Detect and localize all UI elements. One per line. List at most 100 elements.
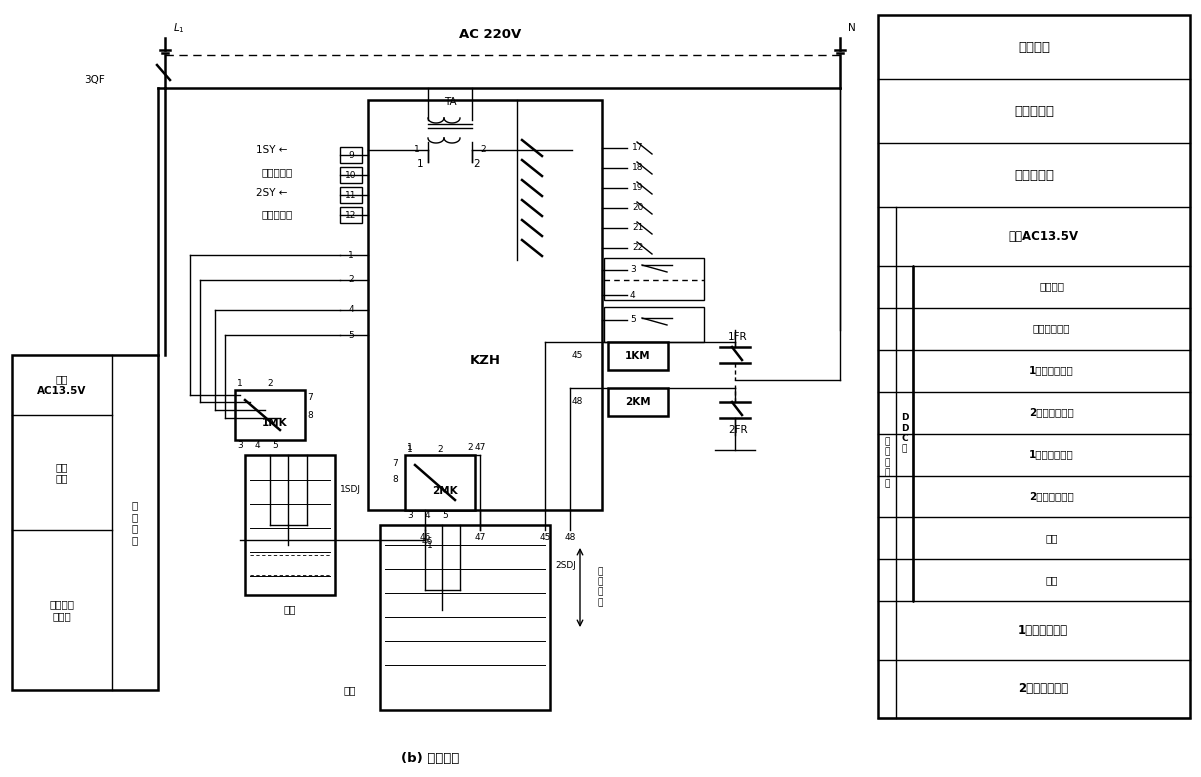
Text: D
D
C
控: D D C 控 <box>901 413 908 454</box>
Text: 2号泵运行反馈: 2号泵运行反馈 <box>1029 408 1074 417</box>
Text: 5: 5 <box>273 441 277 450</box>
Text: 5: 5 <box>442 510 448 520</box>
Bar <box>604 307 704 342</box>
Text: TA: TA <box>443 97 456 107</box>
Text: 22: 22 <box>632 243 644 253</box>
Text: 9: 9 <box>348 151 354 159</box>
Text: 3: 3 <box>237 441 243 450</box>
Text: 2: 2 <box>473 159 480 169</box>
Bar <box>245 455 335 595</box>
Text: 1: 1 <box>237 379 243 388</box>
Text: 48: 48 <box>564 534 575 542</box>
Text: 45: 45 <box>572 351 582 361</box>
Text: 46: 46 <box>422 538 432 546</box>
Text: 1SDJ: 1SDJ <box>340 486 362 494</box>
Bar <box>340 207 362 223</box>
Text: 20: 20 <box>632 204 644 212</box>
Text: 水
泵
控
制
盒: 水 泵 控 制 盒 <box>884 437 890 488</box>
Text: 2号泵运行回路: 2号泵运行回路 <box>1018 682 1068 695</box>
Text: 运行传感器: 运行传感器 <box>262 209 293 219</box>
Text: 8: 8 <box>307 410 313 420</box>
Text: 消
防
水
位: 消 防 水 位 <box>598 567 603 607</box>
Bar <box>368 100 602 510</box>
Text: 17: 17 <box>632 144 644 152</box>
Text: 2SDJ: 2SDJ <box>555 560 575 570</box>
Text: 2: 2 <box>467 442 473 451</box>
Text: 公共端子: 公共端子 <box>1039 281 1064 291</box>
Text: 水池: 水池 <box>343 685 357 695</box>
Text: 1: 1 <box>417 159 423 169</box>
Text: 控制断路器: 控制断路器 <box>1014 105 1054 117</box>
Text: AC 220V: AC 220V <box>459 29 521 41</box>
Text: 2: 2 <box>480 145 485 155</box>
Text: 11: 11 <box>345 190 357 200</box>
Bar <box>235 390 305 440</box>
Text: 1SY ←: 1SY ← <box>257 145 288 155</box>
Text: 2MK: 2MK <box>432 486 458 496</box>
Text: 46: 46 <box>419 534 431 542</box>
Text: 1: 1 <box>407 442 413 451</box>
Text: 10: 10 <box>345 170 357 179</box>
Bar <box>878 15 1190 718</box>
Text: 8: 8 <box>392 476 398 485</box>
Text: 4: 4 <box>348 305 354 315</box>
Text: 2: 2 <box>437 444 443 454</box>
Text: 水箱: 水箱 <box>283 604 297 614</box>
Bar <box>12 355 159 690</box>
Text: 18: 18 <box>632 163 644 172</box>
Text: 19: 19 <box>632 183 644 193</box>
Text: 1KM: 1KM <box>626 351 651 361</box>
Text: 启动: 启动 <box>1045 576 1058 585</box>
Text: 45: 45 <box>539 534 551 542</box>
Text: 21: 21 <box>632 224 644 232</box>
Text: 1: 1 <box>407 444 413 454</box>
Text: 控制电源: 控制电源 <box>1018 40 1050 54</box>
Text: 3QF: 3QF <box>84 75 104 85</box>
Text: 控制变压器: 控制变压器 <box>1014 169 1054 182</box>
Text: 2: 2 <box>348 276 354 284</box>
Text: 47: 47 <box>474 534 485 542</box>
Bar <box>380 525 550 710</box>
Text: 3: 3 <box>407 510 413 520</box>
Bar <box>340 147 362 163</box>
Text: 3: 3 <box>631 266 635 274</box>
Text: 1: 1 <box>414 145 420 155</box>
Text: KZH: KZH <box>470 354 501 367</box>
Text: 12: 12 <box>346 211 357 219</box>
Text: 4: 4 <box>631 291 635 299</box>
Text: 1号泵运行反馈: 1号泵运行反馈 <box>1029 366 1074 375</box>
Text: 电源
AC13.5V: 电源 AC13.5V <box>37 375 86 395</box>
Text: 停止: 停止 <box>1045 534 1058 543</box>
Text: 液
位
模
块: 液 位 模 块 <box>132 500 138 545</box>
Text: 电池AC13.5V: 电池AC13.5V <box>1008 230 1078 243</box>
Bar <box>405 455 476 510</box>
Text: 5: 5 <box>631 315 635 325</box>
Text: 1号泵故障反馈: 1号泵故障反馈 <box>1029 450 1074 459</box>
Text: 4: 4 <box>424 510 430 520</box>
Bar <box>340 187 362 203</box>
Text: 1: 1 <box>428 541 432 549</box>
Bar <box>340 167 362 183</box>
Text: 2号泵故障反馈: 2号泵故障反馈 <box>1029 492 1074 501</box>
Text: 5: 5 <box>348 330 354 340</box>
Text: 7: 7 <box>392 458 398 468</box>
Text: N: N <box>848 23 856 33</box>
Text: $L_1$: $L_1$ <box>173 21 185 35</box>
Text: 48: 48 <box>572 398 582 406</box>
Text: 1MK: 1MK <box>262 418 288 428</box>
Text: 1: 1 <box>348 250 354 260</box>
Text: 2: 2 <box>267 379 273 388</box>
Text: 联动状态反馈: 联动状态反馈 <box>1033 323 1070 333</box>
Text: 1FR: 1FR <box>728 332 748 342</box>
Text: 2KM: 2KM <box>626 397 651 407</box>
Text: 2FR: 2FR <box>728 425 748 435</box>
Text: 7: 7 <box>307 393 313 402</box>
Text: 47: 47 <box>474 442 485 451</box>
Bar <box>608 388 668 416</box>
Text: (b) 控制电路: (b) 控制电路 <box>401 751 459 765</box>
Text: 液位
指令: 液位 指令 <box>55 462 68 483</box>
Text: 2SY ←: 2SY ← <box>257 188 288 198</box>
Text: 1号泵运行回路: 1号泵运行回路 <box>1018 624 1068 637</box>
Bar <box>608 342 668 370</box>
Text: 运行传感器: 运行传感器 <box>262 167 293 177</box>
